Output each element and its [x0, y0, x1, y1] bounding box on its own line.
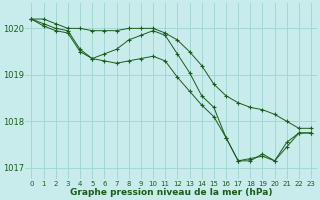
X-axis label: Graphe pression niveau de la mer (hPa): Graphe pression niveau de la mer (hPa): [70, 188, 273, 197]
